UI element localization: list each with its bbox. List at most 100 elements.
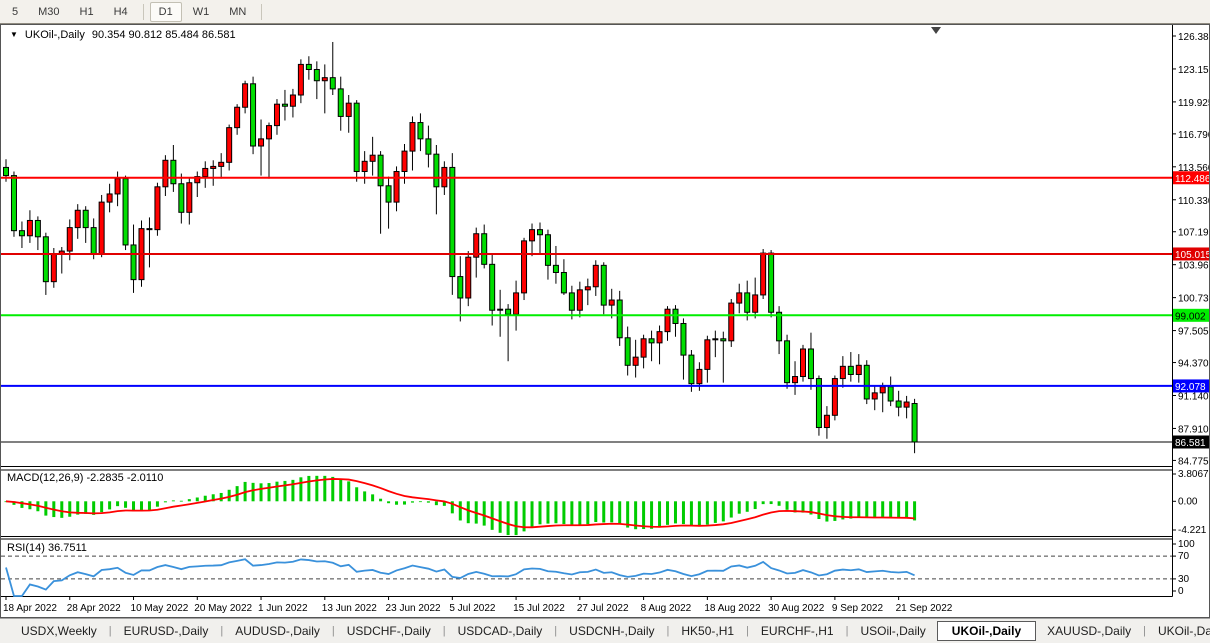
candlestick-chart[interactable]: 112.486 105.015 99.002 92.078 86.581 126.385 1…: [0, 24, 1210, 618]
macd-histogram-bar: [124, 501, 128, 508]
timeframe-button-d1[interactable]: D1: [149, 1, 182, 22]
candle-10-aug: [656, 331, 663, 344]
macd-histogram-bar: [139, 501, 143, 511]
macd-histogram-bar: [618, 501, 622, 525]
candle-20-jul: [536, 229, 543, 236]
candle-7-sep: [815, 378, 822, 429]
tab-usdx-weekly[interactable]: USDX,Weekly: [21, 624, 97, 638]
candle-1-jun: [258, 138, 265, 147]
candle-13-may: [154, 186, 161, 231]
hline-badge-92.078: [1173, 379, 1209, 393]
macd-histogram-bar: [363, 491, 367, 502]
candle-19-apr: [10, 175, 17, 232]
rsi-indicator-label: RSI(14) 36.7511: [7, 542, 87, 554]
macd-histogram-bar: [897, 501, 901, 519]
macd-histogram-bar: [514, 501, 518, 536]
tab-ukoil-daily[interactable]: UKOil-,Daily: [936, 621, 1037, 641]
tab-usdcnh-daily[interactable]: USDCNH-,Daily: [569, 624, 655, 638]
candle-15-jul: [513, 292, 520, 315]
macd-histogram-bar: [602, 501, 606, 523]
chart-symbol-period: UKOil-,Daily: [24, 29, 85, 41]
candle-23-jun: [385, 185, 392, 203]
candle-25-jul: [560, 271, 567, 294]
macd-histogram-bar: [554, 501, 558, 524]
tab-usoil-daily[interactable]: USOil-,Daily: [860, 624, 926, 638]
price-axis-label: 100.735: [1178, 294, 1210, 305]
tab-ukoil-da[interactable]: UKOil-,Da: [1158, 624, 1210, 638]
tab-separator: |: [746, 625, 749, 637]
macd-histogram-bar: [426, 501, 430, 503]
macd-histogram-bar: [666, 501, 670, 525]
price-axis-label: 119.925: [1178, 98, 1210, 109]
macd-histogram-bar: [849, 501, 853, 519]
timeframe-button-w1[interactable]: W1: [192, 5, 210, 18]
candle-3-may: [90, 227, 97, 255]
tab-audusd-daily[interactable]: AUDUSD-,Daily: [235, 624, 320, 638]
rsi-axis-label: 70: [1178, 551, 1190, 562]
candle-22-apr: [34, 219, 41, 238]
candle-29-jun: [417, 122, 424, 140]
timeframe-button-h1[interactable]: H1: [79, 5, 94, 18]
macd-panel[interactable]: 3.8067 0.00 -4.221: [4, 469, 1210, 536]
macd-histogram-bar: [769, 501, 773, 505]
candle-5-may: [106, 193, 113, 203]
macd-histogram-bar: [801, 501, 805, 513]
candle-20-sep: [887, 386, 894, 402]
candle-4-aug: [624, 337, 631, 366]
macd-histogram-bar: [195, 497, 199, 502]
macd-histogram-bar: [163, 501, 167, 503]
macd-histogram-bar: [817, 501, 821, 520]
date-axis-label: 8 Aug 2022: [641, 603, 692, 614]
chart-window: 112.486 105.015 99.002 92.078 86.581 126.385 1…: [0, 24, 1210, 618]
macd-histogram-bar: [251, 482, 255, 502]
candle-8-jul: [473, 233, 480, 258]
tab-separator: |: [331, 625, 335, 637]
macd-histogram-bar: [490, 501, 494, 530]
tab-eurusd-daily[interactable]: EURUSD-,Daily: [123, 624, 209, 638]
macd-histogram-bar: [610, 501, 614, 523]
candle-2-jun: [266, 125, 273, 140]
tab-xauusd-daily[interactable]: XAUUSD-,Daily: [1047, 624, 1132, 638]
candle-12-sep: [839, 365, 846, 380]
date-axis-label: 28 Apr 2022: [67, 603, 121, 614]
macd-histogram-bar: [339, 479, 343, 502]
tab-usdchf-daily[interactable]: USDCHF-,Daily: [346, 624, 431, 638]
macd-histogram-bar: [267, 483, 271, 502]
tab-usdcad-daily[interactable]: USDCAD-,Daily: [457, 624, 543, 638]
hline-badge-105.015: [1173, 247, 1209, 261]
macd-histogram-bar: [506, 501, 510, 536]
macd-histogram-bar: [92, 501, 96, 515]
candle-9-may: [122, 178, 129, 246]
candle-6-jul: [457, 276, 464, 299]
candle-29-aug: [760, 252, 767, 296]
date-axis-label: 13 Jun 2022: [322, 603, 377, 614]
macd-histogram-bar: [841, 501, 845, 520]
macd-histogram-bar: [203, 495, 207, 502]
candle-24-jun: [393, 171, 400, 203]
tab-hk50-h1[interactable]: HK50-,H1: [681, 624, 735, 638]
chart-shift-marker-icon[interactable]: [931, 27, 941, 34]
timeframe-button-h4[interactable]: H4: [113, 5, 128, 18]
macd-histogram-bar: [387, 501, 391, 504]
candle-26-may: [226, 127, 233, 163]
macd-histogram-bar: [84, 501, 88, 514]
candle-2-aug: [608, 299, 615, 306]
symbol-tabbar: USDX,Weekly | EURUSD-,Daily | AUDUSD-,Daily |…: [0, 618, 1210, 643]
candle-2-may: [82, 209, 89, 229]
candle-6-may: [114, 178, 121, 195]
tab-eurchf-h1[interactable]: EURCHF-,H1: [760, 624, 834, 638]
timeframe-button-5[interactable]: 5: [12, 5, 19, 18]
candle-16-sep: [871, 392, 878, 400]
macd-histogram-bar: [626, 501, 630, 528]
candle-23-aug: [728, 302, 735, 342]
candle-28-jun: [409, 122, 416, 152]
timeframe-button-m30[interactable]: M30: [38, 5, 60, 18]
date-axis-label: 10 May 2022: [131, 603, 189, 614]
candle-26-apr: [50, 253, 57, 283]
date-axis[interactable]: 18 Apr 2022 28 Apr 2022 10 May 2022 20 May …: [3, 596, 953, 614]
chart-dropdown-icon[interactable]: ▼: [10, 30, 18, 39]
macd-histogram-bar: [721, 501, 725, 522]
timeframe-button-mn[interactable]: MN: [229, 5, 247, 18]
date-axis-label: 30 Aug 2022: [768, 603, 825, 614]
